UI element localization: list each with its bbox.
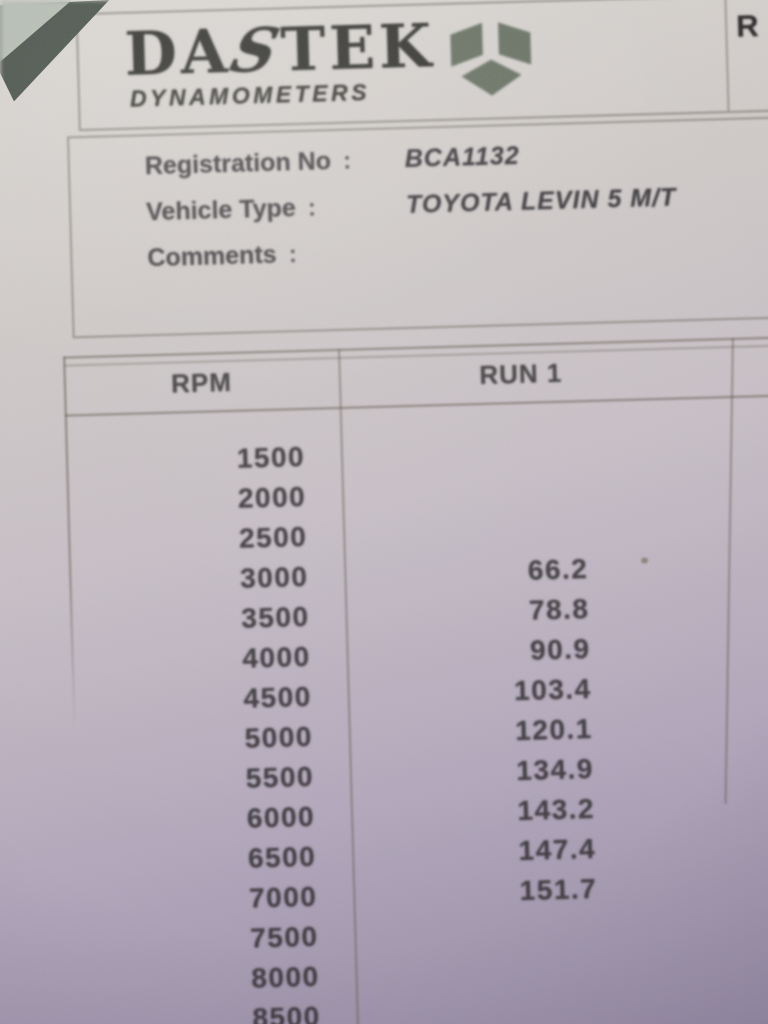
rpm-cell: 6000 [246, 800, 316, 834]
rpm-cell: 7000 [248, 880, 318, 914]
run1-cell [354, 929, 598, 936]
vehicle-info-panel: Registration No: BCA1132 Vehicle Type: T… [67, 113, 768, 339]
info-colon: : [342, 146, 352, 175]
cube-logo-icon [450, 22, 532, 96]
info-value: TOYOTA LEVIN 5 M/T [405, 183, 677, 220]
rpm-cell: 2500 [238, 520, 308, 554]
run1-cell [341, 449, 585, 456]
logo-box: DASTEK DYNAMOMETERS R [75, 0, 768, 132]
rpm-cell: 3000 [239, 560, 309, 594]
rpm-column-header: RPM [170, 366, 233, 399]
rpm-cell: 3500 [240, 600, 310, 634]
masthead-divider-line [724, 0, 730, 111]
run1-cell [342, 489, 586, 496]
info-value: BCA1132 [404, 141, 521, 174]
dyno-table: RPM RUN 1 1500 2000 [63, 334, 768, 1024]
run1-cell: 120.1 [514, 713, 594, 747]
rpm-cell: 1500 [236, 440, 306, 474]
run1-cell [357, 1009, 601, 1016]
info-rows: Registration No: BCA1132 Vehicle Type: T… [145, 132, 768, 290]
run1-cell: 66.2 [527, 553, 589, 586]
rpm-cell: 8000 [250, 960, 321, 994]
info-colon: : [288, 240, 298, 269]
run1-cell: 134.9 [515, 752, 595, 787]
info-label: Registration No [144, 147, 332, 181]
run1-cell: 78.8 [528, 593, 590, 626]
rpm-cell: 5500 [245, 760, 315, 794]
brand-wordmark-part: DA [123, 16, 233, 90]
rpm-cell: 7500 [249, 920, 319, 954]
rpm-cell: 6500 [247, 840, 317, 874]
rpm-cell: 8500 [251, 1000, 322, 1024]
partial-letter-clipped: R [735, 8, 762, 44]
info-label: Comments [147, 240, 277, 273]
rpm-cell: 4000 [241, 640, 312, 674]
rpm-cell: 5000 [244, 720, 314, 754]
info-label: Vehicle Type [145, 194, 297, 227]
brand-wordmark-part: TEK [279, 11, 437, 86]
run1-cell: 147.4 [518, 832, 597, 867]
rpm-cell: 2000 [237, 480, 307, 514]
table-body: 1500 2000 2500 [66, 421, 768, 1024]
table-header-row: RPM RUN 1 [63, 336, 768, 417]
run1-cell: 90.9 [529, 633, 591, 666]
run1-cell: 103.4 [513, 673, 593, 707]
rpm-cell: 4500 [243, 680, 313, 714]
info-colon: : [307, 193, 317, 222]
run1-cell: 143.2 [517, 792, 596, 827]
run1-cell [343, 529, 587, 536]
run1-column-header: RUN 1 [478, 357, 563, 390]
run1-cell [356, 969, 600, 976]
run1-cell: 151.7 [519, 872, 598, 907]
